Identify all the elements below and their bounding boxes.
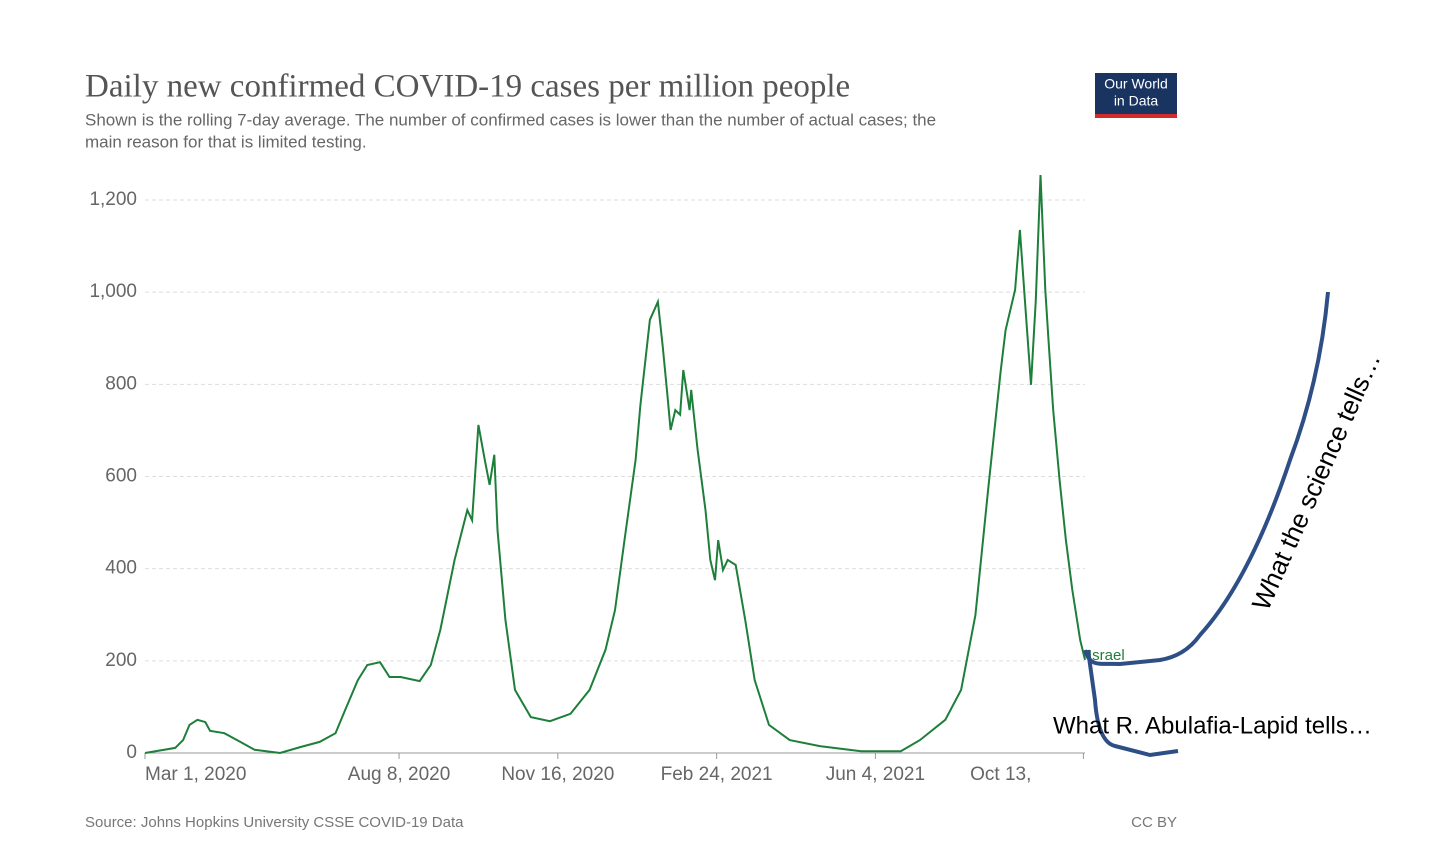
y-tick-label: 1,200 (89, 189, 137, 210)
logo-bar (1095, 114, 1177, 118)
x-tick-label: Feb 24, 2021 (661, 764, 773, 785)
y-tick-label: 0 (126, 742, 137, 763)
source: Source: Johns Hopkins University CSSE CO… (85, 814, 464, 831)
annotation: What R. Abulafia-Lapid tells… (1053, 712, 1372, 739)
subtitle: Shown is the rolling 7-day average. The … (85, 110, 936, 129)
science-curve (1083, 291, 1330, 667)
y-tick-label: 400 (105, 558, 137, 579)
y-tick-label: 200 (105, 650, 137, 671)
subtitle: main reason for that is limited testing. (85, 132, 367, 151)
lapid-curve (1086, 649, 1179, 758)
x-tick-label: Oct 13, (970, 764, 1031, 785)
chart-title: Daily new confirmed COVID-19 cases per m… (85, 69, 850, 105)
series-line (144, 175, 1086, 755)
annotation: What the science tells… (1246, 348, 1387, 615)
logo-text: in Data (1114, 93, 1159, 109)
y-tick-label: 800 (105, 373, 137, 394)
x-tick-label: Jun 4, 2021 (826, 764, 925, 785)
x-tick-label: Aug 8, 2020 (348, 764, 450, 785)
y-tick-label: 600 (105, 466, 137, 487)
license: CC BY (1131, 814, 1177, 831)
logo-text: Our World (1104, 76, 1168, 92)
plot: 0 200 400 600 800 1,000 1,200 Mar 1, 2020 Aug 8,… (89, 175, 1125, 785)
y-tick-label: 1,000 (89, 281, 137, 302)
x-tick-label: Mar 1, 2020 (145, 764, 246, 785)
logo-box (1095, 73, 1177, 115)
series-label: Israel (1088, 647, 1125, 664)
x-tick-label: Nov 16, 2020 (501, 764, 614, 785)
